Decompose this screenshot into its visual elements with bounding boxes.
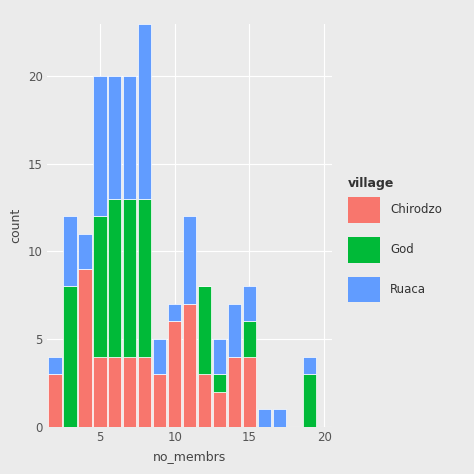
Bar bbox=[123, 356, 137, 427]
Bar bbox=[198, 374, 211, 427]
Bar bbox=[93, 356, 107, 427]
Bar bbox=[168, 321, 182, 427]
Bar bbox=[302, 374, 316, 427]
Bar bbox=[123, 76, 137, 199]
Bar bbox=[78, 269, 91, 427]
Bar bbox=[183, 304, 196, 427]
Text: Ruaca: Ruaca bbox=[390, 283, 426, 296]
Bar bbox=[243, 286, 256, 321]
Bar bbox=[108, 356, 121, 427]
X-axis label: no_membrs: no_membrs bbox=[153, 450, 226, 463]
Bar bbox=[198, 286, 211, 374]
Bar bbox=[243, 356, 256, 427]
Bar bbox=[108, 76, 121, 199]
Bar bbox=[48, 374, 62, 427]
Bar bbox=[168, 304, 182, 321]
Bar bbox=[93, 217, 107, 356]
Bar bbox=[93, 76, 107, 217]
Bar bbox=[243, 321, 256, 356]
Bar bbox=[273, 409, 286, 427]
Bar bbox=[302, 356, 316, 374]
Y-axis label: count: count bbox=[9, 208, 22, 243]
Bar bbox=[138, 24, 151, 199]
Bar bbox=[108, 199, 121, 356]
Bar bbox=[78, 234, 91, 269]
Bar bbox=[63, 217, 77, 286]
Bar bbox=[228, 356, 241, 427]
Bar bbox=[213, 339, 226, 374]
Bar bbox=[138, 199, 151, 356]
Bar bbox=[153, 339, 166, 374]
Text: God: God bbox=[390, 243, 414, 256]
FancyBboxPatch shape bbox=[347, 277, 380, 302]
Bar bbox=[228, 304, 241, 356]
Text: village: village bbox=[347, 177, 394, 190]
Bar bbox=[123, 199, 137, 356]
Bar bbox=[138, 356, 151, 427]
Bar bbox=[213, 374, 226, 392]
Bar bbox=[213, 392, 226, 427]
Text: Chirodzo: Chirodzo bbox=[390, 203, 442, 217]
Bar bbox=[258, 409, 271, 427]
Bar bbox=[48, 356, 62, 374]
Bar bbox=[153, 374, 166, 427]
FancyBboxPatch shape bbox=[347, 197, 380, 223]
Bar bbox=[63, 286, 77, 427]
Bar bbox=[183, 217, 196, 304]
FancyBboxPatch shape bbox=[347, 237, 380, 263]
